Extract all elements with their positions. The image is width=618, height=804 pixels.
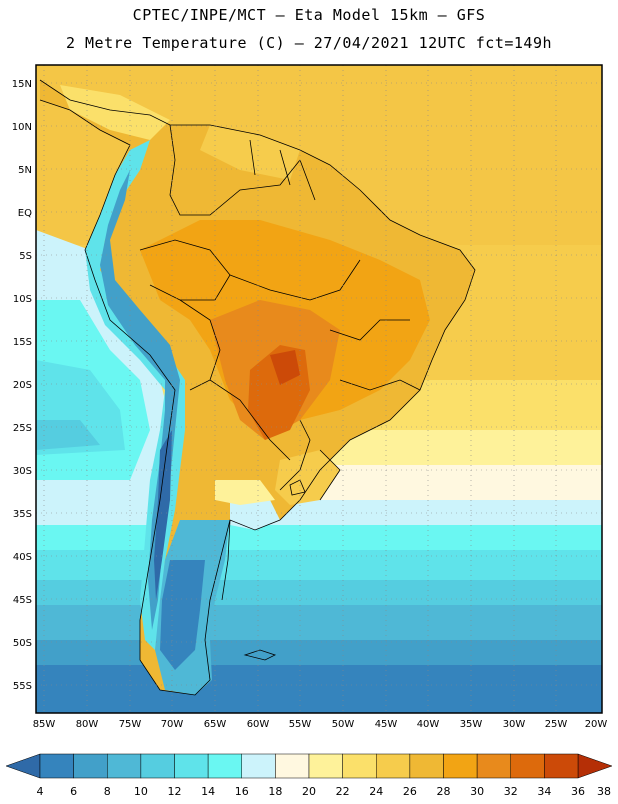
colorbar-label: 38 bbox=[597, 785, 611, 798]
colorbar-label: 36 bbox=[571, 785, 585, 798]
lon-label: 30W bbox=[503, 719, 526, 730]
colorbar-label: 22 bbox=[336, 785, 350, 798]
colorbar-swatch bbox=[73, 753, 108, 779]
country-borders bbox=[39, 79, 476, 696]
chart-title-line2: 2 Metre Temperature (C) – 27/04/2021 12U… bbox=[65, 34, 553, 52]
lon-label: 85W bbox=[33, 719, 56, 730]
colorbar-label: 18 bbox=[268, 785, 282, 798]
colorbar-label: 32 bbox=[504, 785, 518, 798]
colorbar-label: 20 bbox=[302, 785, 316, 798]
colorbar-min-arrow bbox=[5, 753, 41, 779]
colorbar-label: 14 bbox=[201, 785, 215, 798]
colorbar-swatch bbox=[140, 753, 175, 779]
graticule bbox=[36, 65, 602, 713]
colorbar-swatch bbox=[409, 753, 444, 779]
colorbar-swatch bbox=[308, 753, 343, 779]
lon-label: 60W bbox=[247, 719, 270, 730]
map-field bbox=[36, 65, 602, 713]
lon-label: 25W bbox=[545, 719, 568, 730]
colorbar-swatch bbox=[207, 753, 242, 779]
colorbar-swatch bbox=[376, 753, 411, 779]
lon-label: 40W bbox=[417, 719, 440, 730]
lon-label: 70W bbox=[161, 719, 184, 730]
colorbar-label: 16 bbox=[235, 785, 249, 798]
lat-label: EQ bbox=[18, 208, 32, 219]
colorbar-label: 30 bbox=[470, 785, 484, 798]
colorbar-swatch bbox=[174, 753, 209, 779]
colorbar-label: 12 bbox=[168, 785, 182, 798]
colorbar-label: 10 bbox=[134, 785, 148, 798]
lon-label: 50W bbox=[332, 719, 355, 730]
lat-label: 10N bbox=[12, 122, 32, 133]
lon-label: 55W bbox=[289, 719, 312, 730]
lon-label: 20W bbox=[585, 719, 608, 730]
colorbar-swatch bbox=[275, 753, 310, 779]
colorbar-max-arrow bbox=[577, 753, 613, 779]
colorbar: 4 6 8 10 12 14 16 18 20 22 24 26 28 30 32 34 36 38 bbox=[5, 753, 613, 798]
colorbar-swatch bbox=[241, 753, 276, 779]
lat-label: 45S bbox=[13, 595, 32, 606]
latitude-axis: 15N 10N 5N EQ 5S 10S 15S 20S 25S 30S 35S… bbox=[12, 79, 32, 692]
colorbar-label: 6 bbox=[70, 785, 77, 798]
chart-title-line1: CPTEC/INPE/MCT – Eta Model 15km – GFS bbox=[132, 6, 486, 24]
lon-label: 75W bbox=[119, 719, 142, 730]
lon-label: 65W bbox=[204, 719, 227, 730]
colorbar-swatch bbox=[476, 753, 511, 779]
longitude-axis: 85W 80W 75W 70W 65W 60W 55W 50W 45W 40W … bbox=[33, 719, 608, 730]
lat-label: 25S bbox=[13, 423, 32, 434]
colorbar-swatch bbox=[443, 753, 478, 779]
colorbar-swatch bbox=[39, 753, 74, 779]
lon-label: 80W bbox=[76, 719, 99, 730]
lat-label: 40S bbox=[13, 552, 32, 563]
lat-label: 10S bbox=[13, 294, 32, 305]
lat-label: 15N bbox=[12, 79, 32, 90]
lat-label: 15S bbox=[13, 337, 32, 348]
lat-label: 30S bbox=[13, 466, 32, 477]
colorbar-swatch bbox=[510, 753, 545, 779]
map-frame bbox=[35, 64, 603, 714]
colorbar-label: 8 bbox=[104, 785, 111, 798]
colorbar-label: 28 bbox=[437, 785, 451, 798]
lat-label: 35S bbox=[13, 509, 32, 520]
lat-label: 20S bbox=[13, 380, 32, 391]
colorbar-swatch bbox=[107, 753, 142, 779]
lon-label: 35W bbox=[460, 719, 483, 730]
colorbar-label: 26 bbox=[403, 785, 417, 798]
lat-label: 55S bbox=[13, 681, 32, 692]
lat-label: 50S bbox=[13, 638, 32, 649]
colorbar-swatch bbox=[544, 753, 579, 779]
colorbar-label: 4 bbox=[37, 785, 44, 798]
lat-label: 5S bbox=[19, 251, 32, 262]
colorbar-label: 34 bbox=[537, 785, 551, 798]
lon-label: 45W bbox=[375, 719, 398, 730]
lat-label: 5N bbox=[18, 165, 32, 176]
colorbar-label: 24 bbox=[369, 785, 383, 798]
colorbar-swatch bbox=[342, 753, 377, 779]
